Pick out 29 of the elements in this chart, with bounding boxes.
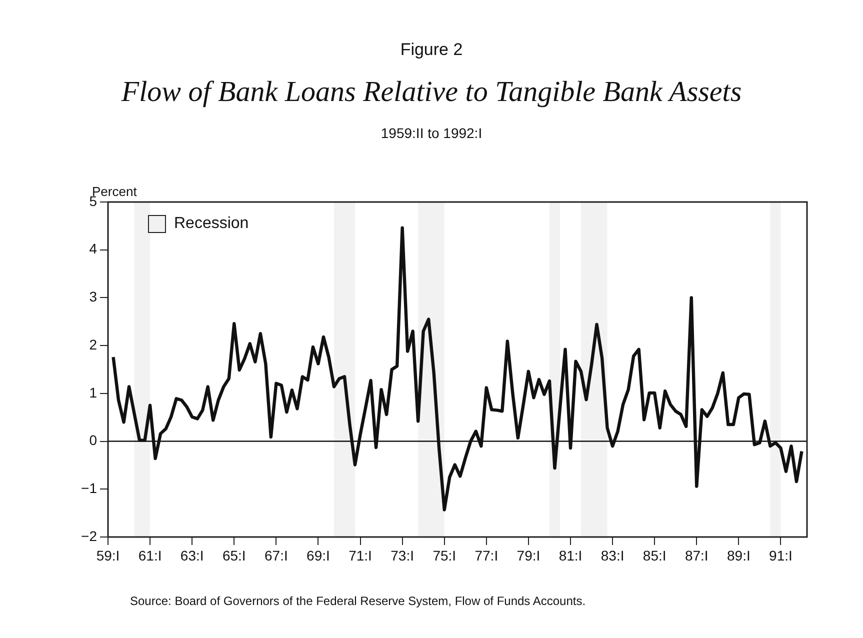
y-tick-label: 3: [89, 288, 98, 305]
x-tick-label: 79:I: [516, 547, 540, 564]
chart-title: Flow of Bank Loans Relative to Tangible Bank Assets: [120, 76, 743, 109]
x-tick-label: 87:I: [684, 547, 708, 564]
x-tick-label: 91:I: [769, 547, 792, 564]
y-tick-label: 1: [89, 384, 98, 400]
x-tick-label: 77:I: [474, 547, 498, 564]
y-tick-label: 0: [89, 432, 98, 448]
caption: Figure 2: [399, 40, 464, 60]
x-tick-label: 71:I: [348, 547, 372, 564]
x-tick-label: 67:I: [264, 547, 288, 564]
x-tick-label: 61:I: [138, 547, 162, 564]
x-tick-label: 73:I: [390, 547, 414, 564]
y-tick-label: 4: [89, 240, 98, 257]
x-tick-label: 65:I: [222, 547, 246, 564]
source-note: Source: Board of Governors of the Federal Reserve System, Flow of Funds Accounts.: [130, 594, 586, 608]
x-tick-label: 63:I: [180, 547, 204, 564]
x-tick-label: 59:I: [96, 547, 120, 564]
chart-subtitle: 1959:II to 1992:I: [380, 125, 484, 141]
x-tick-label: 81:I: [558, 547, 582, 564]
x-tick-label: 69:I: [306, 547, 330, 564]
y-tick-label: 2: [89, 336, 98, 352]
band-label: Recession: [174, 214, 249, 234]
x-tick-label: 83:I: [600, 547, 624, 564]
x-tick-label: 89:I: [726, 547, 750, 564]
y-tick-label: −1: [81, 480, 98, 496]
y-tick-label: −2: [81, 528, 98, 544]
x-tick-label: 85:I: [642, 547, 666, 564]
x-tick-label: 75:I: [432, 547, 456, 564]
